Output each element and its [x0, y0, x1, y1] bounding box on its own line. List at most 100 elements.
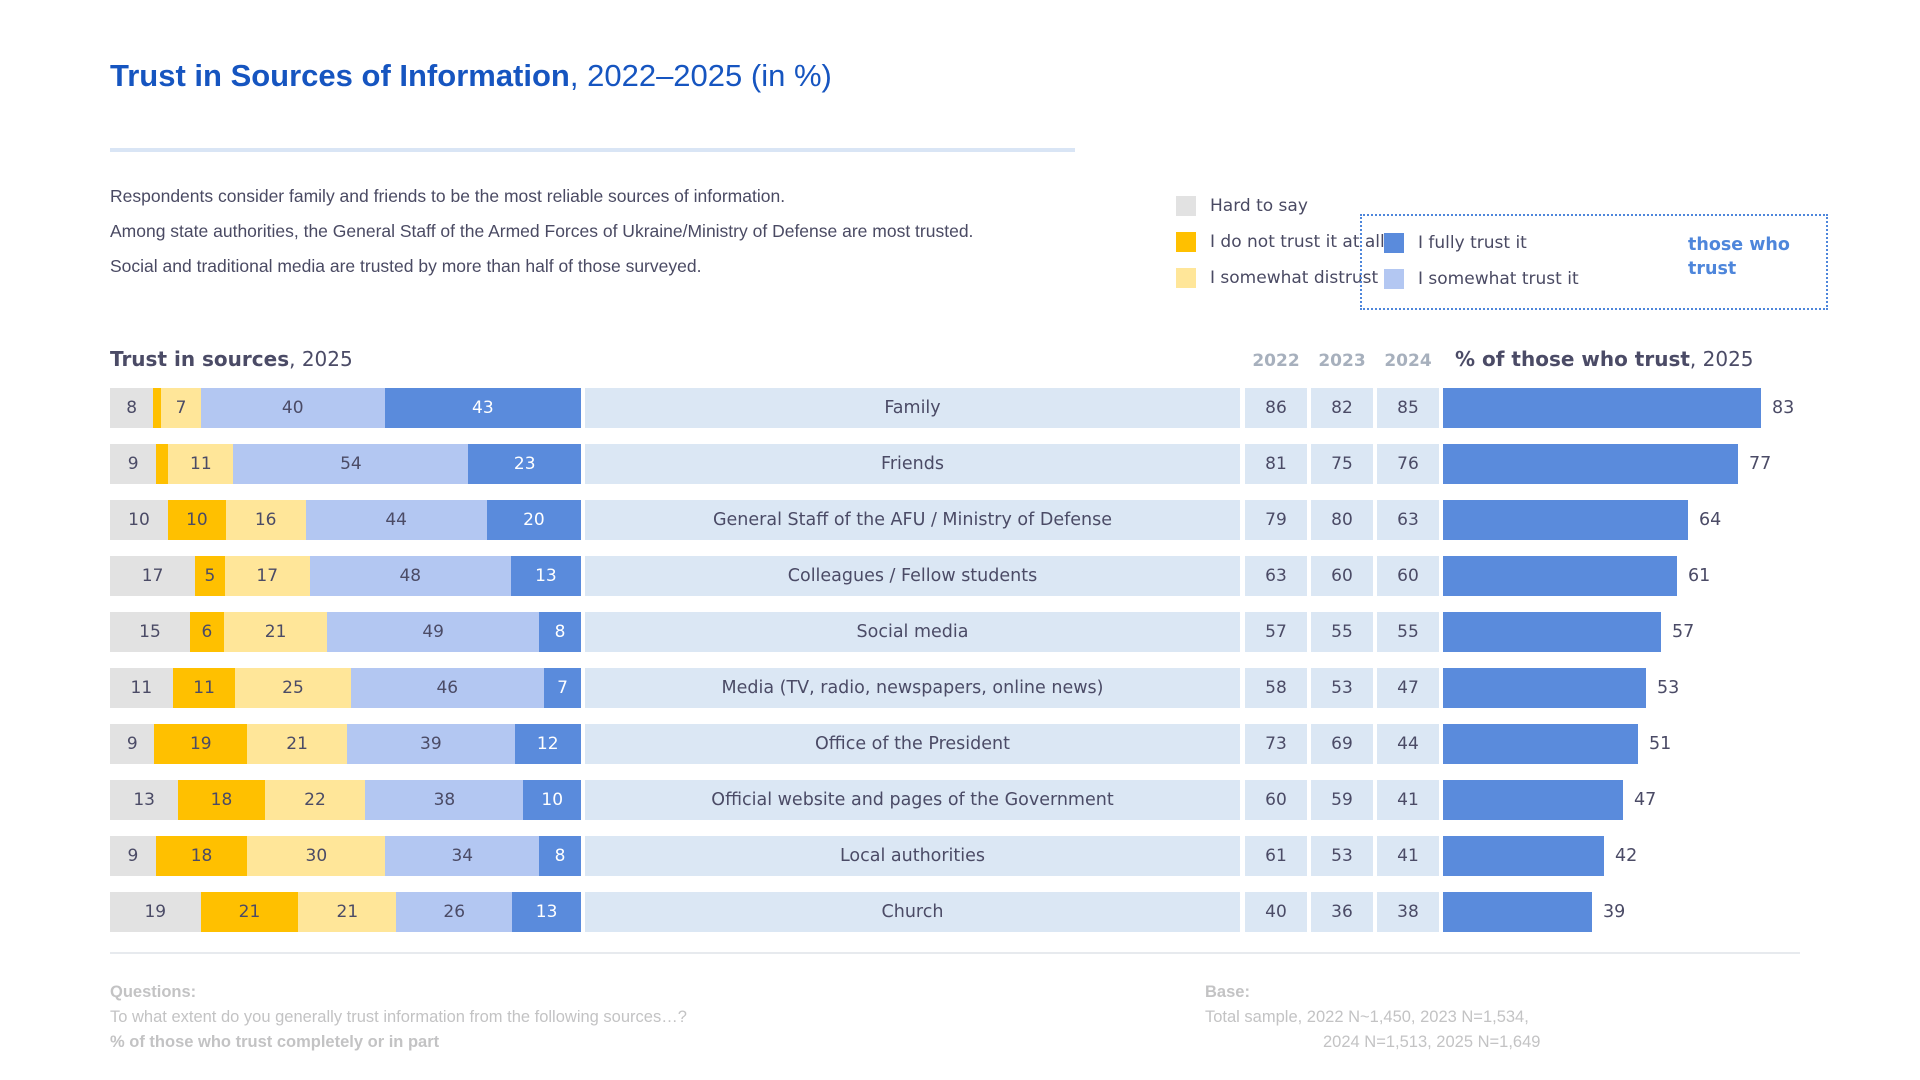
footer-questions: Questions: To what extent do you general…	[110, 980, 687, 1055]
category-label: General Staff of the AFU / Ministry of D…	[585, 500, 1240, 540]
stack-segment-not_at_all	[153, 388, 162, 428]
stack-segment-hard_to_say: 9	[110, 724, 155, 764]
stack-segment-somewhat_trust: 34	[385, 836, 540, 876]
year-2024-value: 85	[1377, 388, 1439, 428]
year-2022-value: 86	[1245, 388, 1307, 428]
trust-bar-track: 39	[1443, 892, 1900, 932]
stack-segment-somewhat_distrust: 17	[224, 556, 310, 596]
left-chart-title-suffix: , 2025	[289, 347, 353, 371]
year-2024-value: 44	[1377, 724, 1439, 764]
trust-value: 53	[1657, 678, 1680, 698]
trust-bar-track: 53	[1443, 668, 1900, 708]
year-2022-value: 40	[1245, 892, 1307, 932]
right-chart-title-bold: % of those who trust	[1455, 347, 1690, 371]
legend-item-somewhat-distrust: I somewhat distrust it	[1176, 266, 1395, 290]
legend-label: I fully trust it	[1418, 233, 1527, 253]
left-chart-title-bold: Trust in sources	[110, 347, 290, 371]
stack-segment-not_at_all: 11	[172, 668, 236, 708]
stacked-bar: 9 11 54 23	[110, 444, 582, 484]
stack-segment-somewhat_distrust: 21	[247, 724, 348, 764]
footer-base: Base: Total sample, 2022 N~1,450, 2023 N…	[1205, 980, 1540, 1055]
year-2022-value: 57	[1245, 612, 1307, 652]
stack-segment-somewhat_distrust: 7	[161, 388, 201, 428]
stack-segment-not_at_all: 6	[189, 612, 225, 652]
year-2023-value: 82	[1311, 388, 1373, 428]
trust-bar	[1443, 612, 1661, 652]
questions-text: To what extent do you generally trust in…	[110, 1008, 687, 1026]
stack-segment-hard_to_say: 10	[110, 500, 168, 540]
footer-divider	[110, 952, 1800, 954]
trust-bar	[1443, 724, 1638, 764]
stack-segment-hard_to_say: 17	[110, 556, 196, 596]
not-at-all-swatch-icon	[1176, 232, 1196, 252]
stack-segment-fully_trust: 13	[510, 556, 581, 596]
year-2022-value: 79	[1245, 500, 1307, 540]
stack-segment-not_at_all: 5	[195, 556, 225, 596]
title-suffix: , 2022–2025 (in %)	[569, 58, 832, 93]
chart-row: 8 7 40 43 Family 86 82 85 83	[110, 388, 1900, 428]
summary-text: Respondents consider family and friends …	[110, 184, 1000, 289]
stack-segment-somewhat_trust: 26	[396, 892, 513, 932]
legend-label: I somewhat distrust it	[1210, 268, 1395, 288]
trust-value: 51	[1649, 734, 1672, 754]
stack-segment-somewhat_distrust: 11	[168, 444, 234, 484]
trust-legend-box: I fully trust it I somewhat trust it tho…	[1360, 214, 1828, 310]
chart-row: 10 10 16 44 20 General Staff of the AFU / Mi…	[110, 500, 1900, 540]
stack-segment-fully_trust: 43	[384, 388, 581, 428]
category-label: Local authorities	[585, 836, 1240, 876]
those-who-trust-caption: those who trust	[1688, 235, 1790, 279]
legend-item-fully-trust: I fully trust it	[1384, 231, 1579, 255]
stack-segment-fully_trust: 8	[539, 612, 581, 652]
stack-segment-somewhat_trust: 49	[327, 612, 540, 652]
stack-segment-not_at_all: 10	[167, 500, 226, 540]
stack-segment-somewhat_trust: 40	[200, 388, 385, 428]
chart-row: 19 21 21 26 13 Church 40 36 38 39	[110, 892, 1900, 932]
year-2024-value: 63	[1377, 500, 1439, 540]
year-2023-value: 53	[1311, 836, 1373, 876]
year-2023-value: 69	[1311, 724, 1373, 764]
stack-segment-hard_to_say: 11	[110, 668, 173, 708]
legend-label: I do not trust it at all	[1210, 232, 1385, 252]
trust-bar-track: 47	[1443, 780, 1900, 820]
chart-row: 11 11 25 46 7 Media (TV, radio, newspapers, …	[110, 668, 1900, 708]
stacked-bar: 15 6 21 49 8	[110, 612, 581, 652]
year-2024-value: 60	[1377, 556, 1439, 596]
year-2024-value: 47	[1377, 668, 1439, 708]
year-2023-value: 36	[1311, 892, 1373, 932]
right-chart-title: % of those who trust, 2025	[1455, 347, 1754, 371]
category-label: Friends	[585, 444, 1240, 484]
stack-segment-fully_trust: 20	[486, 500, 581, 540]
stacked-bar: 9 18 30 34 8	[110, 836, 581, 876]
year-2022-value: 61	[1245, 836, 1307, 876]
year-2024-value: 55	[1377, 612, 1439, 652]
year-2024-value: 41	[1377, 836, 1439, 876]
year-2024-value: 41	[1377, 780, 1439, 820]
category-label: Official website and pages of the Govern…	[585, 780, 1240, 820]
stack-segment-hard_to_say: 8	[110, 388, 154, 428]
stack-segment-somewhat_trust: 54	[233, 444, 469, 484]
base-text-line1: Total sample, 2022 N~1,450, 2023 N=1,534…	[1205, 1008, 1529, 1026]
trust-value: 57	[1672, 622, 1695, 642]
stack-segment-somewhat_trust: 46	[350, 668, 545, 708]
stack-segment-somewhat_distrust: 21	[224, 612, 328, 652]
stack-segment-somewhat_distrust: 16	[225, 500, 306, 540]
category-label: Social media	[585, 612, 1240, 652]
stacked-bar: 19 21 21 26 13	[110, 892, 581, 932]
year-2024-value: 76	[1377, 444, 1439, 484]
category-label: Church	[585, 892, 1240, 932]
category-label: Office of the President	[585, 724, 1240, 764]
trust-value: 61	[1688, 566, 1711, 586]
trust-value: 42	[1615, 846, 1638, 866]
title-main: Trust in Sources of Information	[110, 58, 570, 93]
year-header-2022: 2022	[1252, 351, 1300, 371]
stacked-bar: 11 11 25 46 7	[110, 668, 581, 708]
stack-segment-somewhat_distrust: 30	[247, 836, 386, 876]
chart-row: 15 6 21 49 8 Social media 57 55 55 57	[110, 612, 1900, 652]
trust-bar-track: 51	[1443, 724, 1900, 764]
legend-item-somewhat-trust: I somewhat trust it	[1384, 267, 1579, 291]
year-2022-value: 81	[1245, 444, 1307, 484]
trust-bar	[1443, 556, 1677, 596]
year-2023-value: 55	[1311, 612, 1373, 652]
year-2022-value: 63	[1245, 556, 1307, 596]
stacked-bar: 13 18 22 38 10	[110, 780, 582, 820]
